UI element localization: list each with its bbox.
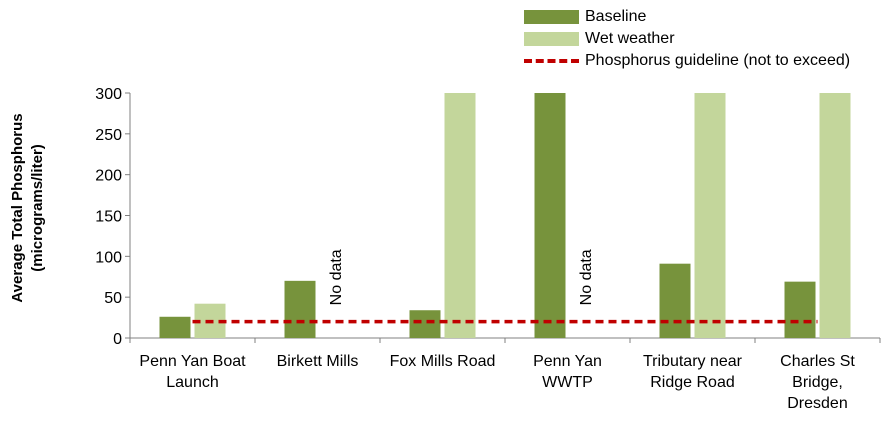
x-category-label: WWTP (542, 374, 593, 391)
x-category-label: Penn Yan (533, 353, 602, 370)
bar-baseline (659, 263, 691, 338)
x-category-label: Fox Mills Road (390, 353, 496, 370)
bar-baseline (784, 281, 816, 338)
bar-wet-weather (819, 93, 851, 338)
x-category-label: Charles St (780, 353, 855, 370)
legend-label-guideline: Phosphorus guideline (not to exceed) (585, 52, 851, 69)
x-category-label: Ridge Road (650, 374, 735, 391)
guideline-swatch (524, 59, 579, 63)
x-category-label: Dresden (787, 395, 847, 412)
y-tick-label: 250 (95, 127, 122, 144)
y-tick-label: 200 (95, 168, 122, 185)
no-data-label: No data (578, 249, 595, 305)
y-tick-label: 300 (95, 86, 122, 103)
bar-baseline (159, 316, 191, 338)
y-axis-label-line-1: Average Total Phosphorus (9, 113, 26, 302)
bar-baseline (284, 280, 316, 338)
x-category-label: Tributary near (643, 353, 743, 370)
legend: Baseline Wet weather Phosphorus guidelin… (524, 6, 850, 72)
legend-label-wet-weather: Wet weather (585, 30, 675, 47)
legend-label-baseline: Baseline (585, 8, 647, 25)
no-data-label: No data (328, 249, 345, 305)
x-category-label: Launch (166, 374, 219, 391)
y-tick-label: 150 (95, 209, 122, 226)
y-tick-label: 100 (95, 249, 122, 266)
legend-item-guideline: Phosphorus guideline (not to exceed) (524, 50, 850, 72)
bar-baseline (534, 93, 566, 338)
wet-weather-swatch (524, 32, 579, 46)
legend-item-wet-weather: Wet weather (524, 28, 850, 50)
legend-item-baseline: Baseline (524, 6, 850, 28)
bar-baseline (409, 310, 441, 338)
y-tick-label: 0 (113, 331, 122, 348)
y-tick-label: 50 (104, 290, 122, 307)
x-category-label: Birkett Mills (277, 353, 359, 370)
x-category-label: Penn Yan Boat (139, 353, 246, 370)
bar-wet-weather (694, 93, 726, 338)
x-category-label: Bridge, (792, 374, 843, 391)
plot-area: 0 50 100 150 200 250 300 Penn Yan Boat Launch No … (95, 86, 881, 412)
y-axis-label-line-2: (micrograms/liter) (29, 144, 46, 272)
bar-wet-weather (444, 93, 476, 338)
baseline-swatch (524, 10, 579, 24)
